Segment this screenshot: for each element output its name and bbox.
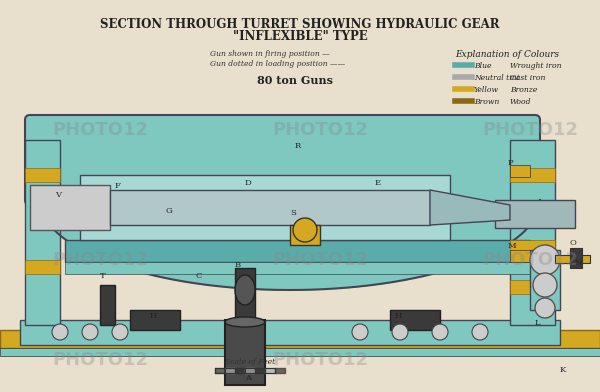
Bar: [495, 200, 575, 228]
Bar: [20, 320, 560, 345]
Ellipse shape: [235, 275, 255, 305]
Bar: [130, 310, 180, 330]
Text: Yellow: Yellow: [474, 86, 499, 94]
Text: PHOTO12: PHOTO12: [52, 351, 148, 369]
Text: PHOTO12: PHOTO12: [272, 251, 368, 269]
Text: Wrought iron: Wrought iron: [510, 62, 562, 70]
Polygon shape: [430, 190, 510, 225]
Bar: [80, 175, 450, 240]
Bar: [510, 165, 530, 177]
Ellipse shape: [432, 324, 448, 340]
Text: Gun dotted in loading position ——: Gun dotted in loading position ——: [210, 60, 345, 68]
Text: PHOTO12: PHOTO12: [482, 251, 578, 269]
Text: T: T: [100, 272, 106, 280]
Bar: [510, 250, 530, 262]
Text: P: P: [508, 159, 514, 167]
Ellipse shape: [472, 324, 488, 340]
Text: PHOTO12: PHOTO12: [52, 121, 148, 139]
Ellipse shape: [82, 324, 98, 340]
Ellipse shape: [293, 218, 317, 242]
Bar: [530, 250, 560, 310]
Bar: [225, 320, 265, 385]
Text: "INFLEXIBLE" TYPE: "INFLEXIBLE" TYPE: [233, 30, 367, 43]
Bar: [0, 348, 600, 356]
Text: Brown: Brown: [474, 98, 499, 106]
Bar: [510, 280, 555, 294]
Bar: [510, 168, 555, 182]
Text: Gun shown in firing position —: Gun shown in firing position —: [210, 50, 330, 58]
Ellipse shape: [392, 324, 408, 340]
Text: Cast iron: Cast iron: [510, 74, 545, 82]
Text: F: F: [115, 182, 121, 190]
Bar: [65, 240, 530, 262]
Text: PHOTO12: PHOTO12: [272, 121, 368, 139]
Bar: [30, 185, 110, 230]
Ellipse shape: [533, 273, 557, 297]
Ellipse shape: [112, 324, 128, 340]
Text: Wood: Wood: [510, 98, 532, 106]
Text: A: A: [245, 374, 251, 382]
Bar: [25, 168, 60, 182]
Bar: [510, 240, 555, 254]
Ellipse shape: [52, 324, 68, 340]
Text: B: B: [235, 261, 241, 269]
Ellipse shape: [535, 298, 555, 318]
Bar: [290, 225, 320, 245]
Text: G: G: [165, 207, 172, 215]
Text: Explanation of Colours: Explanation of Colours: [455, 50, 559, 59]
Text: Scale of Feet: Scale of Feet: [225, 358, 275, 366]
Bar: [510, 140, 555, 325]
Text: H: H: [395, 312, 403, 320]
Text: K: K: [560, 366, 566, 374]
Bar: [510, 200, 555, 214]
Text: Blue: Blue: [474, 62, 491, 70]
Bar: [25, 260, 60, 274]
Text: H: H: [150, 312, 157, 320]
Bar: [0, 330, 600, 348]
Text: S: S: [290, 209, 296, 217]
Text: M: M: [508, 242, 517, 250]
Text: V: V: [55, 191, 61, 199]
Text: Bronze: Bronze: [510, 86, 537, 94]
Text: Neutral tint: Neutral tint: [474, 74, 520, 82]
Text: O: O: [570, 239, 577, 247]
Bar: [570, 248, 582, 268]
Bar: [110, 190, 430, 225]
Text: PHOTO12: PHOTO12: [52, 251, 148, 269]
Bar: [65, 262, 530, 274]
Polygon shape: [40, 200, 540, 290]
Text: L: L: [535, 319, 541, 327]
Bar: [390, 310, 440, 330]
Text: SECTION THROUGH TURRET SHOWING HYDRAULIC GEAR: SECTION THROUGH TURRET SHOWING HYDRAULIC…: [100, 18, 500, 31]
Ellipse shape: [530, 245, 560, 275]
Bar: [555, 255, 590, 263]
FancyBboxPatch shape: [25, 115, 540, 205]
Bar: [25, 140, 60, 325]
Text: E: E: [375, 179, 381, 187]
Text: R: R: [295, 142, 301, 150]
Text: 80 ton Guns: 80 ton Guns: [257, 75, 333, 86]
Bar: [235, 268, 255, 318]
Bar: [100, 285, 115, 325]
Text: PHOTO12: PHOTO12: [272, 351, 368, 369]
Ellipse shape: [225, 317, 265, 327]
Text: D: D: [245, 179, 252, 187]
Ellipse shape: [352, 324, 368, 340]
Text: N: N: [575, 259, 583, 267]
Text: C: C: [195, 272, 202, 280]
Text: PHOTO12: PHOTO12: [482, 121, 578, 139]
